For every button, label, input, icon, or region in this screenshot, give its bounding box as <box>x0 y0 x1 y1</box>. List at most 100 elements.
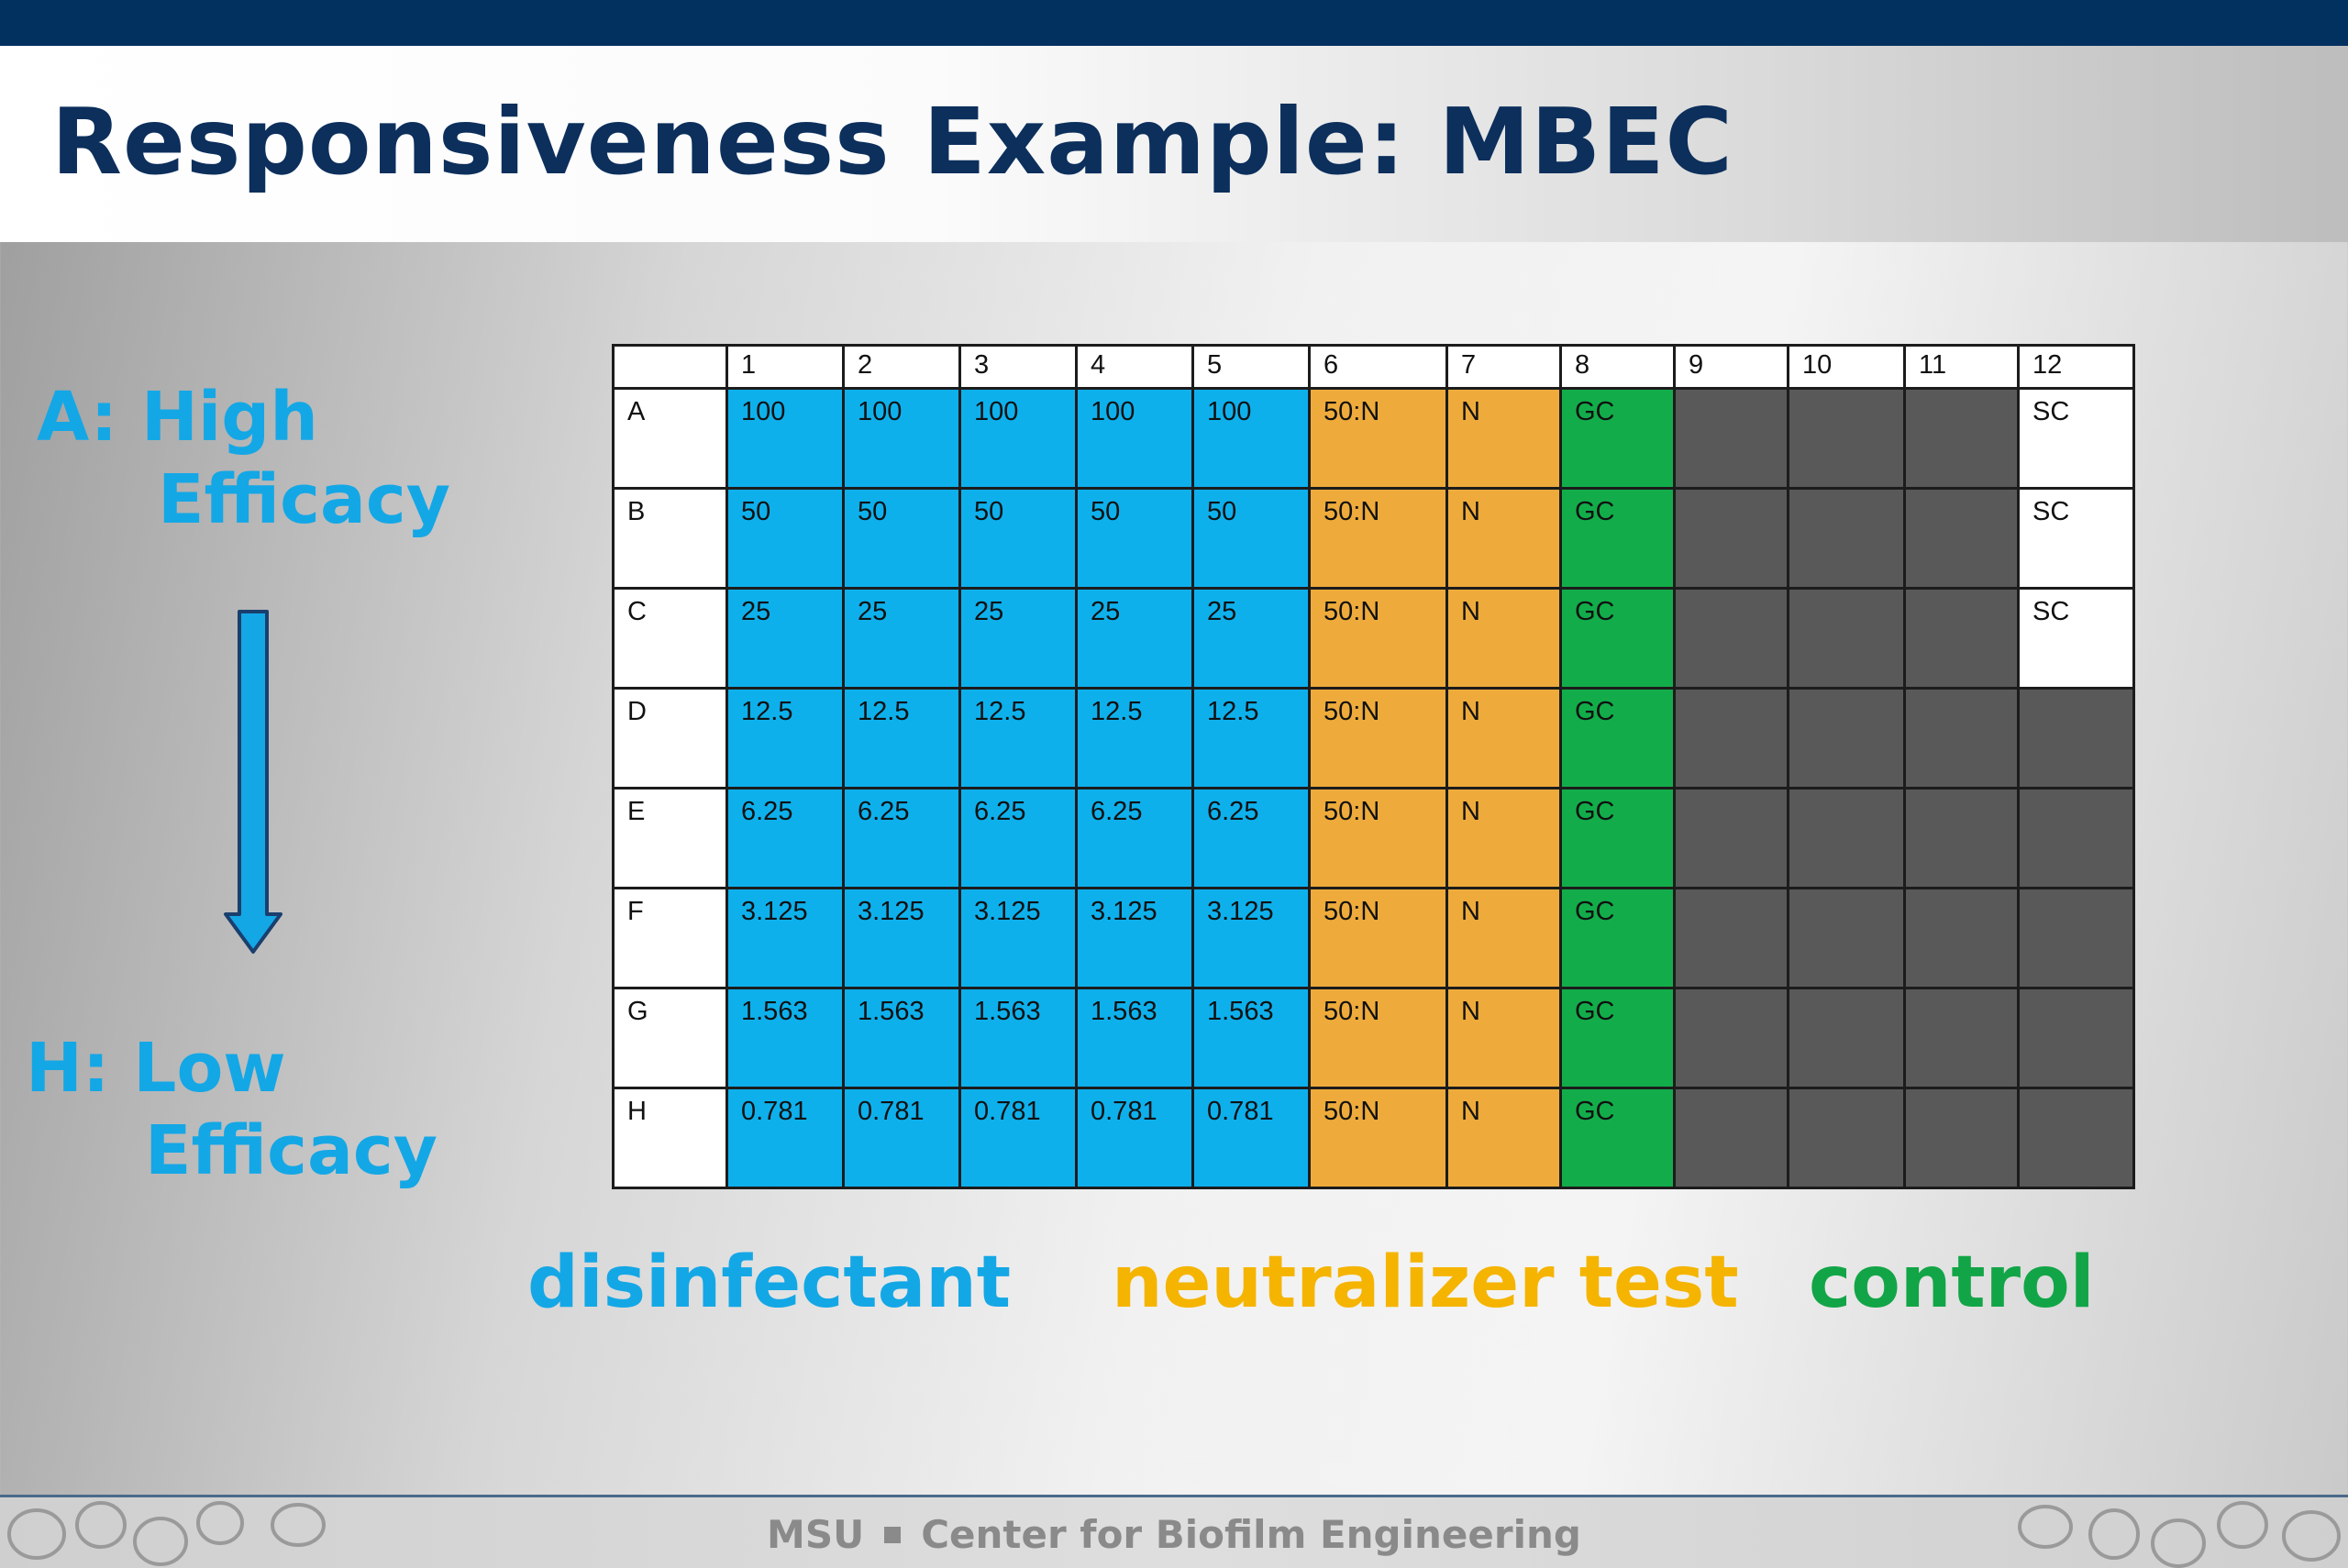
well-disinfectant: 3.125 <box>1191 887 1311 989</box>
row-label: B <box>612 487 728 590</box>
well-disinfectant: 25 <box>1191 587 1311 690</box>
well-empty <box>1787 987 1906 1089</box>
well-neutralizer: 50:N <box>1308 887 1448 989</box>
well-neutralizer: 50:N <box>1308 987 1448 1089</box>
well-empty <box>2017 787 2135 889</box>
well-empty <box>1903 687 2020 790</box>
row-label: E <box>612 787 728 889</box>
well-neutralizer: N <box>1445 987 1562 1089</box>
well-disinfectant: 25 <box>1075 587 1194 690</box>
row-label: G <box>612 987 728 1089</box>
well-growth-control: GC <box>1559 587 1676 690</box>
plate-corner-cell <box>612 344 728 390</box>
well-disinfectant: 1.563 <box>842 987 961 1089</box>
plate-row: C 25 25 25 25 25 50:N N GC SC <box>612 587 2135 690</box>
row-label: F <box>612 887 728 989</box>
well-disinfectant: 6.25 <box>725 787 845 889</box>
well-growth-control: GC <box>1559 787 1676 889</box>
well-empty <box>1673 387 1789 490</box>
well-disinfectant: 3.125 <box>958 887 1078 989</box>
well-growth-control: GC <box>1559 887 1676 989</box>
well-disinfectant: 1.563 <box>725 987 845 1089</box>
footer: MSU Center for Biofilm Engineering <box>0 1495 2348 1568</box>
well-plate-grid: 1 2 3 4 5 6 7 8 9 10 11 12 A 100 100 100 100 100 50:N N GC SC… <box>612 344 2135 1189</box>
well-sterility-control: SC <box>2017 487 2135 590</box>
title-bar <box>0 46 2348 242</box>
well-empty <box>1673 487 1789 590</box>
column-header: 12 <box>2017 344 2135 390</box>
plate-header-row: 1 2 3 4 5 6 7 8 9 10 11 12 <box>612 344 2135 390</box>
well-neutralizer: N <box>1445 687 1562 790</box>
well-empty <box>1903 387 2020 490</box>
well-disinfectant: 12.5 <box>725 687 845 790</box>
well-neutralizer: 50:N <box>1308 787 1448 889</box>
well-disinfectant: 25 <box>842 587 961 690</box>
high-efficacy-label-line2: Efficacy <box>158 460 450 539</box>
well-disinfectant: 6.25 <box>958 787 1078 889</box>
well-disinfectant: 0.781 <box>725 1087 845 1189</box>
column-header: 7 <box>1445 344 1562 390</box>
well-neutralizer: N <box>1445 587 1562 690</box>
well-empty <box>2017 887 2135 989</box>
well-growth-control: GC <box>1559 687 1676 790</box>
slide-title: Responsiveness Example: MBEC <box>51 88 1733 195</box>
well-empty <box>1787 687 1906 790</box>
well-neutralizer: 50:N <box>1308 687 1448 790</box>
column-header: 10 <box>1787 344 1906 390</box>
well-empty <box>2017 987 2135 1089</box>
well-disinfectant: 12.5 <box>958 687 1078 790</box>
well-disinfectant: 50 <box>842 487 961 590</box>
well-disinfectant: 50 <box>725 487 845 590</box>
row-label: H <box>612 1087 728 1189</box>
well-disinfectant: 50 <box>1191 487 1311 590</box>
well-growth-control: GC <box>1559 387 1676 490</box>
well-disinfectant: 1.563 <box>1075 987 1194 1089</box>
row-label: A <box>612 387 728 490</box>
well-disinfectant: 0.781 <box>1075 1087 1194 1189</box>
well-disinfectant: 12.5 <box>1191 687 1311 790</box>
well-sterility-control: SC <box>2017 387 2135 490</box>
well-disinfectant: 0.781 <box>842 1087 961 1189</box>
low-efficacy-label-line1: H: Low <box>26 1029 286 1108</box>
well-empty <box>1903 487 2020 590</box>
well-disinfectant: 6.25 <box>842 787 961 889</box>
well-empty <box>1903 987 2020 1089</box>
well-empty <box>1903 787 2020 889</box>
legend-control: control <box>1809 1242 2095 1324</box>
well-neutralizer: 50:N <box>1308 1087 1448 1189</box>
well-neutralizer: N <box>1445 487 1562 590</box>
biofilm-cells-left-icon <box>7 1501 326 1566</box>
well-disinfectant: 100 <box>1075 387 1194 490</box>
row-label: D <box>612 687 728 790</box>
well-empty <box>2017 687 2135 790</box>
plate-row: A 100 100 100 100 100 50:N N GC SC <box>612 387 2135 490</box>
column-header: 11 <box>1903 344 2020 390</box>
well-neutralizer: N <box>1445 387 1562 490</box>
well-empty <box>2017 1087 2135 1189</box>
top-bar <box>0 0 2348 46</box>
well-disinfectant: 6.25 <box>1191 787 1311 889</box>
well-empty <box>1673 687 1789 790</box>
well-growth-control: GC <box>1559 487 1676 590</box>
well-empty <box>1673 1087 1789 1189</box>
well-empty <box>1673 787 1789 889</box>
plate-row: G 1.563 1.563 1.563 1.563 1.563 50:N N GC <box>612 987 2135 1089</box>
well-disinfectant: 100 <box>725 387 845 490</box>
well-growth-control: GC <box>1559 987 1676 1089</box>
well-disinfectant: 0.781 <box>1191 1087 1311 1189</box>
well-sterility-control: SC <box>2017 587 2135 690</box>
column-header: 6 <box>1308 344 1448 390</box>
well-empty <box>1787 387 1906 490</box>
well-disinfectant: 1.563 <box>1191 987 1311 1089</box>
well-disinfectant: 25 <box>725 587 845 690</box>
well-disinfectant: 100 <box>842 387 961 490</box>
well-empty <box>1903 887 2020 989</box>
biofilm-cells-right-icon <box>2018 1501 2341 1568</box>
well-growth-control: GC <box>1559 1087 1676 1189</box>
well-disinfectant: 3.125 <box>842 887 961 989</box>
low-efficacy-label-line2: Efficacy <box>145 1111 437 1190</box>
well-disinfectant: 0.781 <box>958 1087 1078 1189</box>
column-header: 1 <box>725 344 845 390</box>
well-empty <box>1903 1087 2020 1189</box>
well-disinfectant: 12.5 <box>842 687 961 790</box>
